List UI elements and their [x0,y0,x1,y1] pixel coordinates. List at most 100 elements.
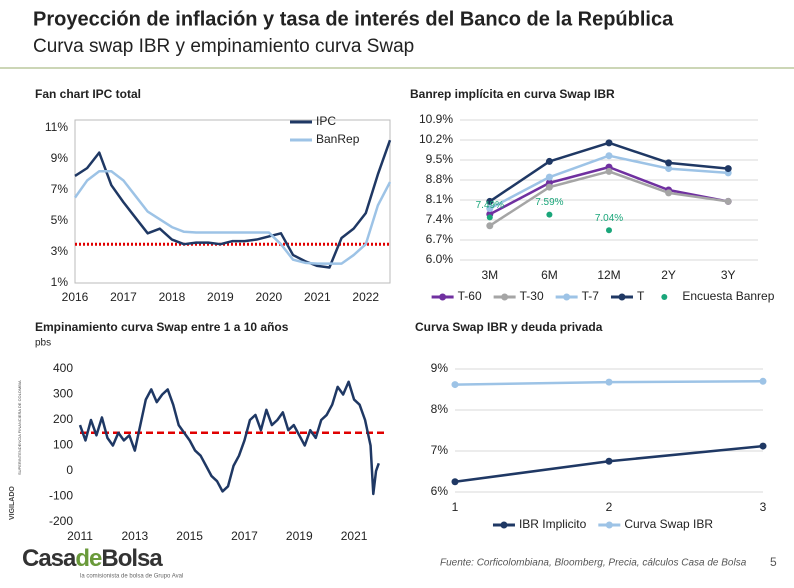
chart-title: Curva Swap IBR y deuda privada [415,320,603,334]
y-tick-label: 6.7% [426,232,454,246]
y-tick-label: 400 [53,361,73,375]
y-tick-label: 9% [51,151,69,165]
y-tick-label: 10.9% [419,112,453,126]
legend-label: T-60 [458,289,482,303]
marker [451,381,459,389]
legend-swatch [618,293,626,301]
marker [606,227,612,234]
y-tick-label: 6.0% [426,252,454,266]
legend-label: Curva Swap IBR [624,517,713,531]
y-tick-label: 6% [431,484,449,498]
x-tick-label: 3Y [721,268,736,282]
x-tick-label: 2021 [341,529,368,543]
marker [724,165,732,173]
legend-label: IPC [316,114,336,128]
x-tick-label: 2021 [304,290,331,304]
marker [759,377,767,385]
marker [605,139,613,147]
vigilado-entity: SUPERINTENDENCIA FINANCIERA DE COLOMBIA [17,380,22,475]
x-tick-label: 6M [541,268,558,282]
y-tick-label: 7% [431,443,449,457]
y-tick-label: 9% [431,361,449,375]
unit-label: pbs [35,338,51,349]
y-tick-label: -100 [49,489,73,503]
marker [605,457,613,465]
chart-title: Fan chart IPC total [35,87,141,101]
y-tick-label: 8.8% [426,172,454,186]
marker [605,152,613,160]
series-line [78,380,380,496]
series-line [73,169,392,265]
y-tick-label: 7% [51,182,69,196]
logo-part: Bolsa [101,545,163,572]
marker [665,165,673,173]
marker [545,173,553,181]
data-label: 7.59% [535,197,563,208]
x-tick-label: 2013 [121,529,148,543]
series-line [74,139,392,269]
marker [724,197,732,205]
legend-swatch [500,521,508,529]
marker [486,205,494,213]
x-tick-label: 2Y [661,268,676,282]
y-tick-label: 3% [51,244,69,258]
x-tick-label: 3M [481,268,498,282]
marker [486,214,493,221]
vigilado: VIGILADO [9,486,16,520]
legend-label: BanRep [316,132,360,146]
legend-label: T-7 [582,289,600,303]
y-tick-label: 0 [66,463,73,477]
marker [605,378,613,386]
legend-swatch [439,293,447,301]
x-tick-label: 3 [760,500,767,514]
marker [759,442,767,450]
page-number: 5 [770,555,777,569]
marker [486,197,494,205]
y-tick-label: 1% [51,275,69,289]
chart-title: Banrep implícita en curva Swap IBR [410,87,615,101]
x-tick-label: 1 [452,500,459,514]
legend-label: Encuesta Banrep [682,289,774,303]
x-tick-label: 2022 [352,290,379,304]
y-tick-label: 9.5% [426,152,454,166]
logo-part: Casa [22,545,77,572]
legend-label: T [637,289,645,303]
slide-title: Proyección de inflación y tasa de interé… [33,8,674,30]
logo-tagline: la comisionista de bolsa de Grupo Aval [80,574,183,580]
y-tick-label: 100 [53,438,73,452]
x-tick-label: 2019 [286,529,313,543]
data-label: 7.04% [595,213,623,224]
plot-frame [74,119,391,284]
marker [665,189,673,197]
x-tick-label: 2020 [255,290,282,304]
chart-title: Empinamiento curva Swap entre 1 a 10 año… [35,320,289,334]
legend-swatch [501,293,509,301]
y-tick-label: 300 [53,387,73,401]
legend-swatch [605,521,613,529]
x-tick-label: 2017 [110,290,137,304]
marker [665,159,673,167]
x-tick-label: 12M [597,268,620,282]
marker [545,157,553,165]
source: Fuente: Corficolombiana, Bloomberg, Prec… [440,558,747,569]
legend-swatch [563,293,571,301]
y-tick-label: 11% [45,120,68,134]
x-tick-label: 2011 [67,529,93,543]
marker [605,167,613,175]
slide-subtitle: Curva swap IBR y empinamiento curva Swap [33,36,414,57]
logo: CasadeBolsa [22,545,163,572]
marker [486,222,494,230]
y-tick-label: 5% [51,213,69,227]
legend-label: T-30 [520,289,544,303]
x-tick-label: 2017 [231,529,258,543]
x-tick-label: 2018 [159,290,186,304]
x-tick-label: 2015 [176,529,203,543]
logo-part: de [75,545,102,572]
x-tick-label: 2 [606,500,613,514]
legend-swatch [661,294,668,300]
data-label: 7.49% [476,200,504,211]
y-tick-label: 8% [431,402,449,416]
y-tick-label: 7.4% [426,212,454,226]
x-tick-label: 2019 [207,290,234,304]
